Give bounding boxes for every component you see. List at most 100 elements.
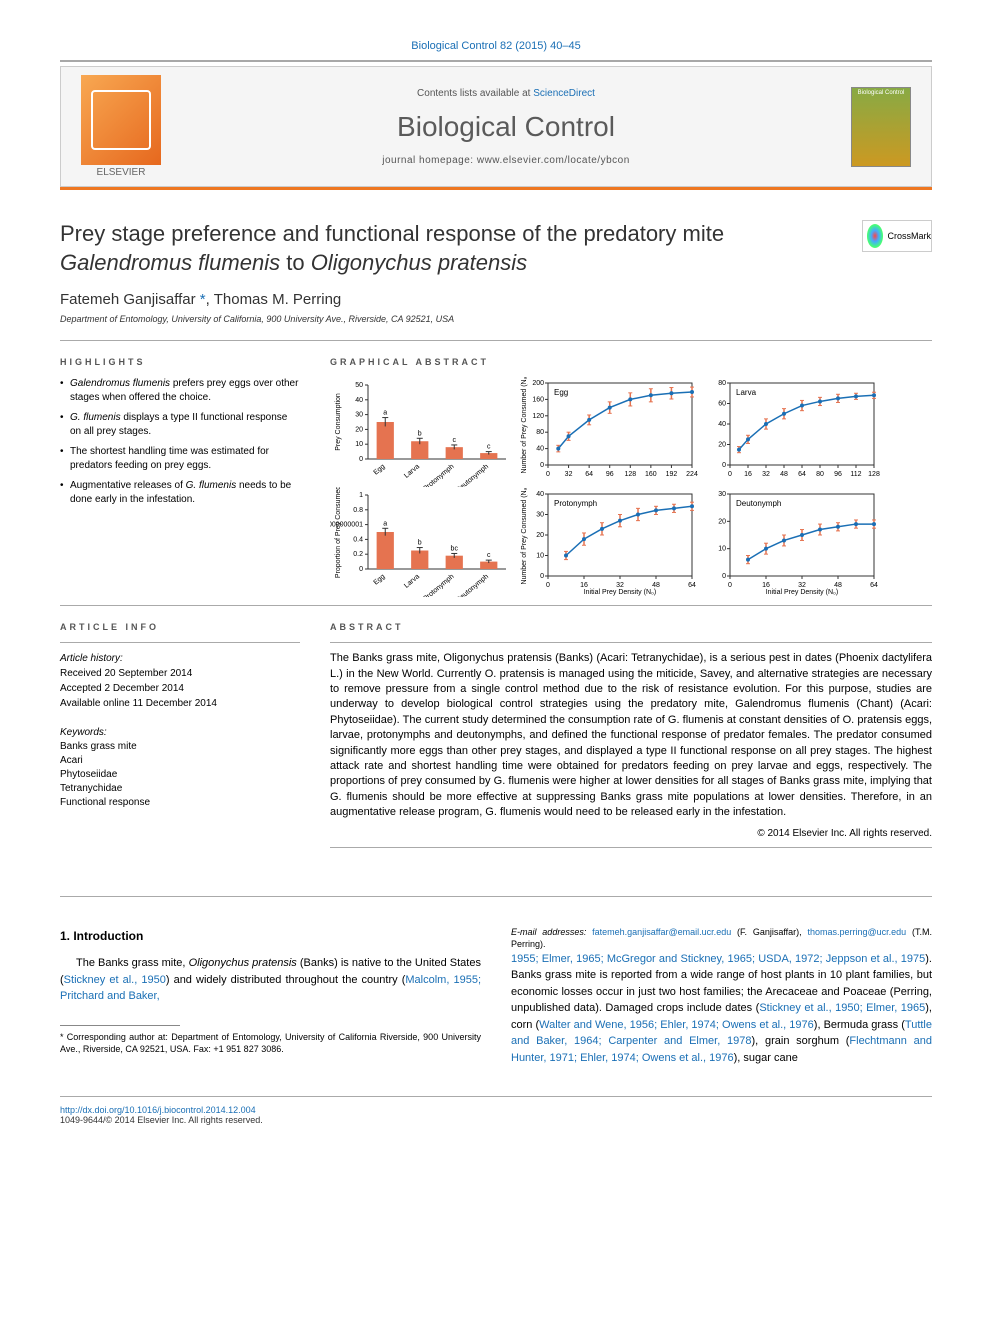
svg-text:Initial Prey Density (N₀): Initial Prey Density (N₀) [766,589,839,596]
crossmark-badge[interactable]: CrossMark [862,220,932,252]
svg-text:Protonymph: Protonymph [422,573,455,597]
svg-text:c: c [453,437,457,444]
curve-chart: 0102030016324864DeutonymphInitial Prey D… [700,488,880,596]
svg-text:30: 30 [536,512,544,519]
keywords-block: Keywords: Banks grass miteAcariPhytoseii… [60,725,300,810]
online-date: Available online 11 December 2014 [60,696,300,711]
intro-paragraph: The Banks grass mite, Oligonychus praten… [60,955,481,1005]
svg-text:0.8: 0.8 [353,507,363,514]
svg-text:Number of Prey Consumed (Nₐ): Number of Prey Consumed (Nₐ) [521,488,528,585]
author-2: Thomas M. Perring [214,291,342,308]
keywords-label: Keywords: [60,725,300,740]
intro-text-2f: ), Bermuda grass ( [814,1019,905,1031]
ref-link-stickney2[interactable]: Stickney et al., 1950; Elmer, 1965 [759,1002,925,1014]
keyword-item: Functional response [60,796,300,810]
intro-text-2j: ), sugar cane [734,1052,798,1064]
abstract-text: The Banks grass mite, Oligonychus praten… [330,651,932,820]
svg-text:160: 160 [645,471,657,478]
divider-below-highlights [60,605,932,606]
sciencedirect-link[interactable]: ScienceDirect [533,88,595,99]
svg-text:0: 0 [546,582,550,589]
journal-cover-thumb: Biological Control [851,87,911,167]
article-history: Article history: Received 20 September 2… [60,651,300,711]
received-date: Received 20 September 2014 [60,666,300,681]
intro-text-1e: ) and widely distributed throughout the … [166,974,406,986]
svg-text:64: 64 [798,471,806,478]
journal-name: Biological Control [161,111,851,143]
svg-text:a: a [383,410,387,417]
svg-text:32: 32 [616,582,624,589]
curve-chart: 040801201602000326496128160192224EggNumb… [518,377,698,485]
svg-text:200: 200 [532,380,544,387]
svg-text:112: 112 [850,471,861,478]
graphical-abstract: 01020304050Prey ConsumptionaEggbLarvacPr… [330,377,932,597]
svg-text:0: 0 [359,566,363,573]
svg-text:c: c [487,552,491,559]
svg-text:192: 192 [666,471,678,478]
email-name-1: (F. Ganjisaffar), [731,927,807,937]
doi-link[interactable]: http://dx.doi.org/10.1016/j.biocontrol.2… [60,1105,932,1115]
svg-text:224: 224 [686,471,698,478]
publisher-name: ELSEVIER [81,167,161,178]
svg-text:80: 80 [718,380,726,387]
intro-paragraph-col2: 1955; Elmer, 1965; McGregor and Stickney… [511,951,932,1067]
email-link-1[interactable]: fatemeh.ganjisaffar@email.ucr.edu [592,927,731,937]
ref-link-walter[interactable]: Walter and Wene, 1956; Ehler, 1974; Owen… [539,1019,814,1031]
abstract-copyright: © 2014 Elsevier Inc. All rights reserved… [330,828,932,839]
accepted-date: Accepted 2 December 2014 [60,681,300,696]
svg-text:Prey Consumption: Prey Consumption [335,393,342,451]
svg-text:Protonymph: Protonymph [422,463,455,487]
svg-text:0.4: 0.4 [353,537,363,544]
corresponding-text: * Corresponding author at: Department of… [60,1032,481,1055]
title-species-2: Oligonychus pratensis [311,250,527,275]
svg-text:96: 96 [834,471,842,478]
svg-text:bc: bc [451,546,459,553]
svg-text:0: 0 [728,471,732,478]
svg-text:30: 30 [355,412,363,419]
svg-text:0: 0 [728,582,732,589]
svg-text:0.2: 0.2 [353,551,363,558]
abstract-divider [330,642,932,643]
svg-text:80: 80 [816,471,824,478]
keyword-item: Acari [60,754,300,768]
ref-link-stickney[interactable]: Stickney et al., 1950 [64,974,166,986]
svg-text:Number of Prey Consumed (Nₐ): Number of Prey Consumed (Nₐ) [521,377,528,474]
svg-text:Proportion of Prey Consumed: Proportion of Prey Consumed [335,487,342,578]
abstract-divider-bottom [330,847,932,848]
graphical-abstract-label: GRAPHICAL ABSTRACT [330,357,932,367]
footnote-separator [60,1025,180,1026]
svg-text:16: 16 [744,471,752,478]
svg-text:Initial Prey Density (N₀): Initial Prey Density (N₀) [584,589,657,596]
journal-homepage: journal homepage: www.elsevier.com/locat… [161,155,851,166]
highlight-item: Galendromus flumenis prefers prey eggs o… [60,377,300,405]
divider-above-highlights [60,340,932,341]
svg-text:Larva: Larva [736,388,757,397]
svg-text:20: 20 [718,442,726,449]
svg-text:30: 30 [718,491,726,498]
crossmark-icon [867,224,883,248]
journal-header: ELSEVIER Contents lists available at Sci… [60,66,932,187]
ref-link-1955[interactable]: 1955; Elmer, 1965; McGregor and Stickney… [511,953,925,965]
body-divider [60,896,932,897]
svg-text:b: b [418,430,422,437]
email-link-2[interactable]: thomas.perring@ucr.edu [808,927,907,937]
affiliation: Department of Entomology, University of … [60,314,932,324]
title-species-1: Galendromus flumenis [60,250,280,275]
highlights-label: HIGHLIGHTS [60,357,300,367]
svg-text:0: 0 [722,462,726,469]
svg-text:20: 20 [536,532,544,539]
intro-species-em: Oligonychus pratensis [189,957,297,969]
svg-text:64: 64 [688,582,696,589]
svg-text:40: 40 [536,491,544,498]
svg-text:20: 20 [718,519,726,526]
bar-chart: 01020304050Prey ConsumptionaEggbLarvacPr… [330,377,510,487]
header-divider-top [60,60,932,62]
svg-text:Protonymph: Protonymph [554,499,597,508]
homepage-url[interactable]: www.elsevier.com/locate/ybcon [477,155,630,166]
svg-text:Egg: Egg [372,573,386,586]
svg-text:48: 48 [780,471,788,478]
svg-text:10: 10 [718,546,726,553]
svg-text:Deutonymph: Deutonymph [455,463,490,487]
svg-text:32: 32 [565,471,573,478]
svg-text:16: 16 [762,582,770,589]
